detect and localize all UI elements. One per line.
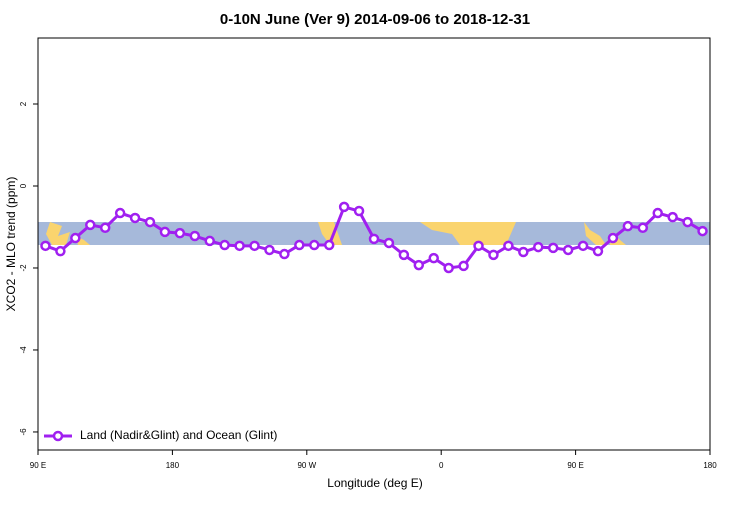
x-tick-label: 90 E	[567, 461, 583, 470]
legend-marker	[52, 430, 64, 442]
point	[85, 219, 96, 231]
point	[413, 259, 425, 271]
point	[55, 245, 66, 257]
point	[518, 246, 529, 258]
point	[622, 220, 634, 232]
point	[607, 232, 619, 244]
point	[323, 239, 335, 251]
point	[129, 212, 141, 224]
point	[70, 232, 81, 244]
x-tick-label: 180	[166, 461, 180, 470]
point	[249, 240, 260, 252]
y-tick-label: -2	[19, 264, 28, 272]
point	[338, 201, 350, 213]
point	[234, 240, 245, 252]
point	[294, 239, 305, 251]
point	[488, 249, 499, 261]
point	[368, 233, 380, 245]
chart-title: 0-10N June (Ver 9) 2014-09-06 to 2018-12…	[220, 11, 530, 28]
point	[682, 216, 693, 228]
point	[279, 248, 290, 260]
point	[353, 205, 365, 217]
x-tick-label: 0	[439, 461, 444, 470]
point	[144, 216, 156, 228]
point	[697, 225, 708, 237]
y-tick-label: 2	[19, 101, 28, 106]
point	[547, 242, 559, 254]
point	[637, 222, 649, 234]
point	[174, 227, 186, 239]
point	[309, 239, 320, 251]
point	[562, 244, 574, 256]
point	[652, 207, 663, 219]
point	[114, 207, 126, 219]
point	[398, 249, 410, 261]
point	[458, 260, 469, 272]
point	[503, 240, 514, 252]
point	[667, 211, 678, 223]
series	[40, 201, 708, 274]
plot-frame	[37, 37, 711, 451]
point	[592, 245, 604, 257]
point	[99, 222, 111, 234]
x-tick-label: 90 E	[30, 461, 46, 470]
x-tick-label: 180	[703, 461, 717, 470]
point	[264, 244, 275, 256]
point	[159, 226, 171, 238]
x-axis-label: Longitude (deg E)	[327, 476, 422, 490]
point	[189, 230, 201, 242]
y-tick-label: -4	[19, 346, 28, 354]
y-tick-label: 0	[19, 183, 28, 188]
point	[428, 252, 439, 264]
y-tick-label: -6	[19, 428, 28, 436]
point	[577, 240, 589, 252]
point	[443, 262, 454, 274]
y-axis-label: XCO2 - MLO trend (ppm)	[4, 177, 18, 312]
point	[533, 241, 544, 253]
point	[383, 237, 395, 249]
point	[204, 235, 215, 247]
legend-label: Land (Nadir&Glint) and Ocean (Glint)	[80, 428, 277, 442]
point	[219, 239, 230, 251]
x-tick-label: 90 W	[297, 461, 316, 470]
point	[473, 240, 484, 252]
point	[40, 240, 51, 252]
